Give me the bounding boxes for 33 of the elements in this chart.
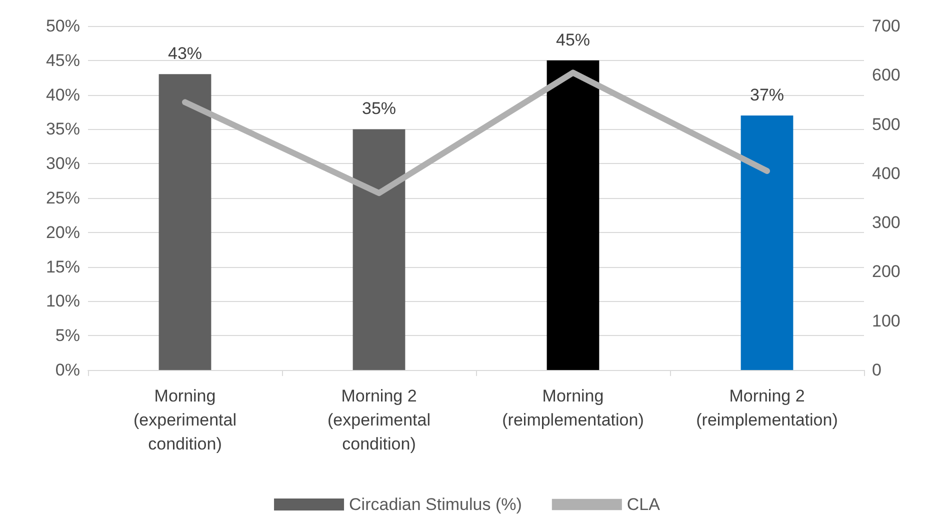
y-tick-label: 35% bbox=[46, 120, 80, 139]
data-label: 43% bbox=[168, 44, 202, 64]
y-tick-label: 20% bbox=[46, 222, 80, 242]
y2-tick-label: 0 bbox=[872, 360, 882, 380]
data-label: 45% bbox=[556, 30, 590, 50]
x-tick-label: Morning 2 (experimental condition) bbox=[328, 386, 430, 454]
y2-tick-label: 700 bbox=[872, 16, 900, 36]
x-tick-label: Morning (reimplementation) bbox=[502, 386, 644, 430]
y-tick-label: 45% bbox=[46, 50, 80, 70]
legend-label: Circadian Stimulus (%) bbox=[349, 495, 522, 514]
y-tick-label: 10% bbox=[46, 292, 80, 311]
y2-tick-label: 200 bbox=[872, 262, 900, 282]
x-tick-label: Morning 2 (reimplementation) bbox=[696, 386, 838, 430]
bar bbox=[158, 74, 212, 370]
legend-label: CLA bbox=[626, 495, 661, 514]
y2-tick-label: 100 bbox=[872, 311, 900, 330]
y-tick-label: 0% bbox=[55, 360, 80, 380]
y-tick-label: 25% bbox=[46, 188, 80, 208]
bar bbox=[352, 129, 406, 370]
y-tick-label: 15% bbox=[46, 257, 80, 276]
y-tick-label: 30% bbox=[46, 154, 80, 174]
bar bbox=[546, 60, 600, 370]
y-tick-label: 5% bbox=[55, 326, 80, 346]
y-tick-label: 40% bbox=[46, 85, 80, 104]
y2-tick-label: 500 bbox=[872, 114, 900, 134]
y2-tick-label: 300 bbox=[872, 213, 900, 232]
y2-tick-label: 400 bbox=[872, 164, 900, 183]
bar bbox=[740, 115, 794, 370]
data-label: 35% bbox=[362, 99, 396, 118]
data-label: 37% bbox=[750, 85, 784, 104]
x-tick-label: Morning (experimental condition) bbox=[134, 386, 236, 454]
y-tick-label: 50% bbox=[46, 16, 80, 36]
y2-tick-label: 600 bbox=[872, 66, 900, 85]
